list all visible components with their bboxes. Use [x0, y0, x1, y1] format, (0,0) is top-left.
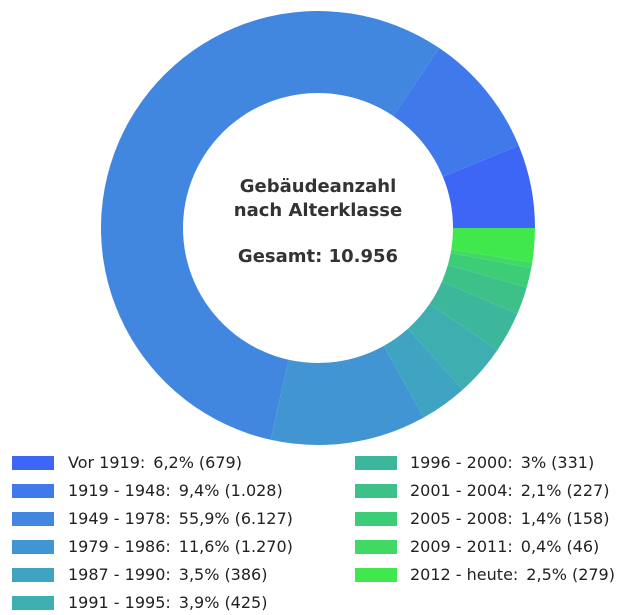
legend-label: 2012 - heute: 2,5% (279): [410, 565, 615, 584]
legend-percent: 55,9%: [179, 509, 230, 528]
legend-percent: 3%: [521, 453, 546, 472]
legend-label: 1949 - 1978: 55,9% (6.127): [68, 509, 293, 528]
legend-swatch: [12, 568, 54, 582]
legend-category: Vor 1919:: [68, 453, 145, 472]
legend-swatch: [355, 512, 397, 526]
legend-label: 1991 - 1995: 3,9% (425): [68, 593, 267, 612]
legend-percent: 3,5%: [179, 565, 220, 584]
legend-swatch: [12, 456, 54, 470]
legend-label: Vor 1919: 6,2% (679): [68, 453, 242, 472]
donut-slice: [393, 47, 519, 177]
legend-percent: 3,9%: [179, 593, 220, 612]
legend-percent: 0,4%: [521, 537, 562, 556]
legend-label: 1919 - 1948: 9,4% (1.028): [68, 481, 283, 500]
legend-category: 1996 - 2000:: [410, 453, 513, 472]
legend-category: 2001 - 2004:: [410, 481, 513, 500]
legend-category: 2005 - 2008:: [410, 509, 513, 528]
legend-label: 2005 - 2008: 1,4% (158): [410, 509, 609, 528]
legend-swatch: [355, 484, 397, 498]
donut-slice: [383, 328, 463, 418]
center-label: Gebäudeanzahl nach Alterklasse Gesamt: 1…: [228, 175, 408, 269]
donut-slice: [408, 303, 498, 390]
legend-count: (6.127): [235, 509, 293, 528]
legend-count: (158): [566, 509, 609, 528]
legend-swatch: [355, 540, 397, 554]
legend-category: 1919 - 1948:: [68, 481, 171, 500]
legend-percent: 1,4%: [521, 509, 562, 528]
legend-count: (279): [572, 565, 615, 584]
legend-percent: 2,5%: [526, 565, 567, 584]
donut-slice: [447, 253, 532, 288]
legend-count: (1.028): [224, 481, 282, 500]
legend-label: 2001 - 2004: 2,1% (227): [410, 481, 609, 500]
legend-percent: 11,6%: [179, 537, 230, 556]
legend-category: 1949 - 1978:: [68, 509, 171, 528]
chart-title: Gebäudeanzahl nach Alterklasse: [233, 176, 403, 221]
legend-swatch: [12, 540, 54, 554]
donut-slice: [450, 249, 533, 269]
legend-swatch: [355, 568, 397, 582]
legend-count: (227): [566, 481, 609, 500]
legend-count: (425): [224, 593, 267, 612]
legend-label: 1979 - 1986: 11,6% (1.270): [68, 537, 293, 556]
total-label: Gesamt: 10.956: [237, 246, 399, 267]
legend-count: (1.270): [235, 537, 293, 556]
legend-category: 1991 - 1995:: [68, 593, 171, 612]
legend-swatch: [12, 512, 54, 526]
donut-slice: [429, 281, 518, 350]
legend-count: (331): [551, 453, 594, 472]
donut-slice: [451, 228, 535, 263]
legend-category: 2012 - heute:: [410, 565, 518, 584]
legend-swatch: [12, 484, 54, 498]
legend-swatch: [355, 456, 397, 470]
legend-swatch: [12, 596, 54, 610]
legend-count: (46): [566, 537, 599, 556]
legend-count: (386): [224, 565, 267, 584]
legend-percent: 2,1%: [521, 481, 562, 500]
legend-category: 2009 - 2011:: [410, 537, 513, 556]
donut-slice: [100, 10, 440, 440]
legend-count: (679): [199, 453, 242, 472]
legend-label: 2009 - 2011: 0,4% (46): [410, 537, 599, 556]
legend-percent: 9,4%: [179, 481, 220, 500]
legend-percent: 6,2%: [153, 453, 194, 472]
donut-slice: [270, 345, 424, 445]
legend-label: 1996 - 2000: 3% (331): [410, 453, 594, 472]
legend-category: 1979 - 1986:: [68, 537, 171, 556]
donut-slice: [442, 145, 535, 228]
legend-label: 1987 - 1990: 3,5% (386): [68, 565, 267, 584]
donut-slice: [441, 264, 527, 314]
legend-category: 1987 - 1990:: [68, 565, 171, 584]
